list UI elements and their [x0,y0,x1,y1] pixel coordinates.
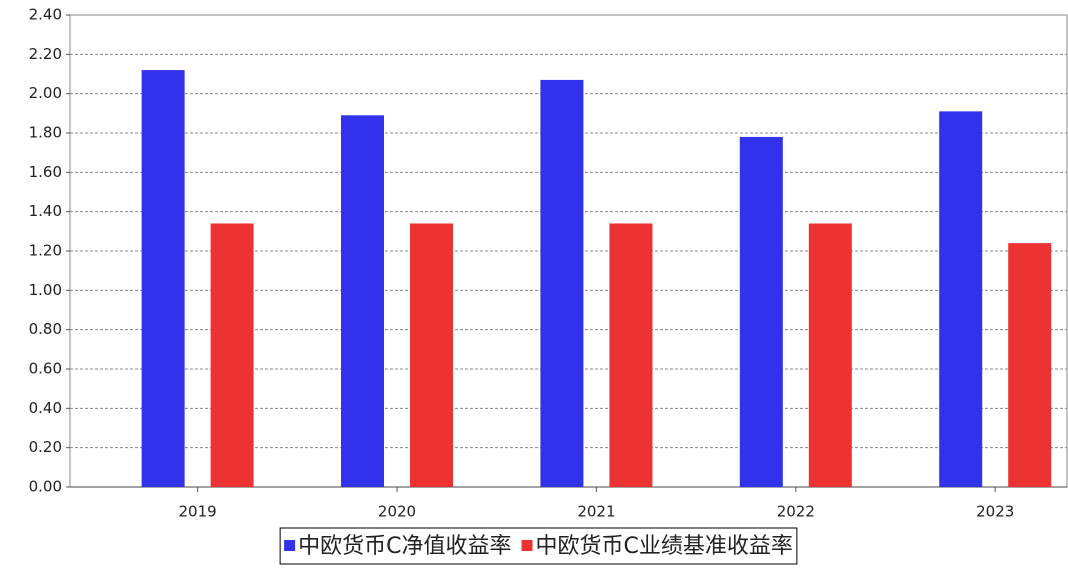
bar [739,136,783,487]
bar [341,115,385,488]
legend-box [279,527,798,565]
y-tick-label: 0.00 [29,478,62,496]
legend-label: 中欧货币C业绩基准收益率 [536,534,793,559]
y-tick-label: 1.80 [29,124,62,142]
legend-swatch [284,540,296,551]
y-tick-label: 1.40 [29,202,62,220]
x-tick-label: 2019 [179,503,217,521]
bar [540,79,584,488]
legend-swatch [521,540,533,551]
y-tick-label: 2.20 [29,45,62,63]
x-tick-label: 2021 [577,503,615,521]
bar [410,223,454,487]
y-tick-label: 2.00 [29,84,62,102]
y-tick-label: 0.80 [29,320,62,338]
bar [141,70,185,488]
bar [1008,243,1052,487]
legend-label: 中欧货币C净值收益率 [298,534,511,559]
x-tick-label: 2023 [976,503,1014,521]
bar [609,223,653,487]
bar [939,111,983,487]
y-tick-label: 2.40 [29,6,62,24]
x-tick-label: 2020 [378,503,416,521]
y-tick-label: 1.20 [29,242,62,260]
legend: 中欧货币C净值收益率 中欧货币C业绩基准收益率 [279,527,798,565]
bar [808,223,852,487]
bar [210,223,254,487]
y-tick-label: 1.60 [29,163,62,181]
y-tick-label: 1.00 [29,281,62,299]
y-tick-label: 0.60 [29,360,62,378]
y-tick-label: 0.20 [29,438,62,456]
x-tick-label: 2022 [777,503,815,521]
y-tick-label: 0.40 [29,399,62,417]
